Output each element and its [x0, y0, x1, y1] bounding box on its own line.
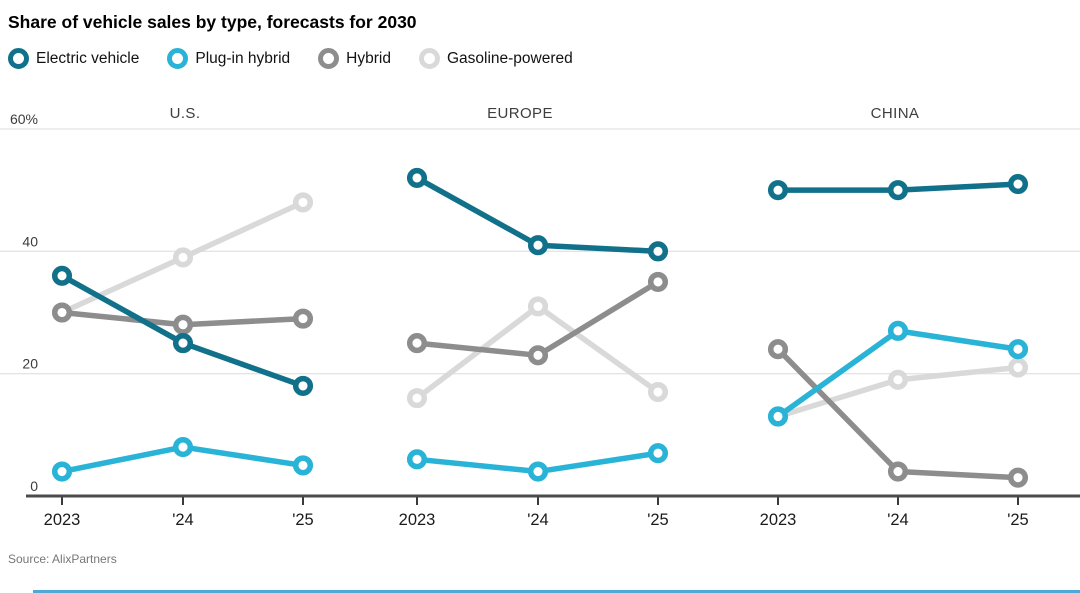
data-point-electric-vehicle--25 — [292, 375, 314, 396]
x-axis-label: 2023 — [760, 511, 797, 529]
series-line-hybrid — [414, 279, 661, 358]
panel-title: U.S. — [170, 105, 201, 122]
legend-item-label: Hybrid — [346, 49, 391, 67]
legend-item-label: Electric vehicle — [36, 49, 140, 67]
x-axis-label: '24 — [172, 511, 194, 529]
legend-item: Gasoline-powered — [418, 48, 573, 70]
source-note: Source: AlixPartners — [8, 551, 117, 566]
y-axis-label: 60% — [10, 111, 38, 127]
data-point-gasoline-powered-2023 — [406, 387, 428, 409]
y-axis-label: 0 — [30, 478, 38, 494]
data-point-electric-vehicle--24 — [887, 179, 909, 201]
legend: Electric vehicle Plug-in hybrid Hybrid Gaso… — [8, 47, 1080, 71]
vehicle-sales-line-chart: 60%40200U.S.2023'24'25EUROPE2023'24'25CH… — [0, 105, 1080, 529]
panel-title: CHINA — [871, 105, 920, 122]
panel-u-s-: U.S. 2023 '24 '25 — [44, 105, 314, 529]
data-point-hybrid-2023 — [406, 332, 428, 354]
data-point-plug-in-hybrid-2023 — [767, 406, 789, 427]
x-axis-label: '25 — [1007, 511, 1029, 529]
data-point-electric-vehicle-2023 — [406, 167, 428, 188]
data-point-gasoline-powered--25 — [647, 381, 669, 402]
data-point-gasoline-powered--24 — [887, 369, 909, 390]
data-point-electric-vehicle--25 — [1007, 173, 1029, 194]
data-point-plug-in-hybrid--24 — [527, 461, 549, 482]
data-point-gasoline-powered--25 — [292, 192, 314, 213]
data-point-electric-vehicle--25 — [647, 241, 669, 262]
x-axis-label: 2023 — [44, 511, 81, 529]
data-point-plug-in-hybrid--24 — [172, 436, 194, 457]
data-point-electric-vehicle-2023 — [767, 179, 789, 201]
data-point-plug-in-hybrid-2023 — [51, 461, 73, 482]
panel-europe: EUROPE 2023 '24 '25 — [399, 105, 669, 529]
x-axis-label: '24 — [887, 511, 909, 529]
data-point-hybrid--25 — [292, 308, 314, 329]
y-axis-label: 40 — [22, 233, 38, 249]
x-axis-label: 2023 — [399, 511, 436, 529]
data-point-hybrid--24 — [887, 461, 909, 482]
data-point-gasoline-powered--24 — [172, 247, 194, 268]
data-point-plug-in-hybrid--24 — [887, 320, 909, 341]
chart-area: 60% 40 20 0 U.S. 2023'24'25 EUROPE 2023'24'25 CH… — [0, 96, 1080, 547]
data-point-electric-vehicle-2023 — [51, 265, 73, 286]
x-axis-label: '24 — [527, 511, 549, 529]
data-point-hybrid--25 — [647, 271, 669, 292]
panel-title: EUROPE — [487, 105, 553, 122]
data-point-hybrid-2023 — [767, 339, 789, 360]
legend-item-label: Gasoline-powered — [446, 49, 573, 67]
data-point-hybrid-2023 — [51, 302, 73, 323]
data-point-electric-vehicle--24 — [172, 332, 194, 354]
legend-item: Electric vehicle — [8, 48, 140, 70]
data-point-hybrid--24 — [172, 314, 194, 335]
x-axis-label: '25 — [292, 511, 314, 529]
x-axis-label: '25 — [647, 511, 669, 529]
data-point-plug-in-hybrid--25 — [292, 455, 314, 476]
data-point-electric-vehicle--24 — [527, 235, 549, 256]
panel-china: CHINA 2023 '24 '25 — [760, 105, 1029, 529]
legend-item: Hybrid — [318, 48, 391, 70]
legend-marker-ring-icon — [318, 48, 340, 70]
y-axis-label: 20 — [22, 356, 38, 372]
legend-marker-ring-icon — [167, 48, 189, 70]
legend-item-label: Plug-in hybrid — [195, 49, 291, 67]
data-point-gasoline-powered--25 — [1007, 357, 1029, 378]
data-point-plug-in-hybrid--25 — [647, 443, 669, 464]
chart-title: Share of vehicle sales by type, forecast… — [8, 12, 417, 32]
legend-marker-ring-icon — [418, 48, 440, 70]
legend-marker-ring-icon — [8, 48, 29, 70]
data-point-hybrid--24 — [527, 345, 549, 366]
data-point-gasoline-powered--24 — [527, 296, 549, 317]
data-point-plug-in-hybrid-2023 — [406, 449, 428, 470]
legend-item: Plug-in hybrid — [167, 48, 291, 70]
data-point-plug-in-hybrid--25 — [1007, 339, 1029, 360]
chart-page: Share of vehicle sales by type, forecast… — [0, 12, 1080, 593]
data-point-hybrid--25 — [1007, 467, 1029, 488]
